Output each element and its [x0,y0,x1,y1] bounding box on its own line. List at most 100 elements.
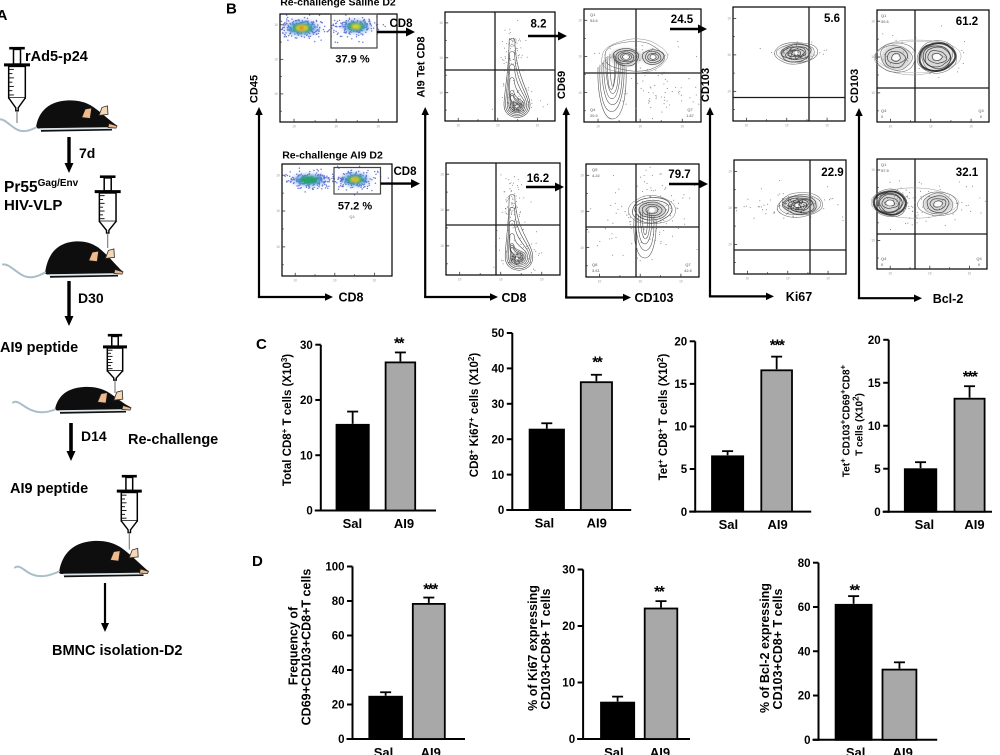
svg-text:0: 0 [980,114,983,119]
svg-text:0: 0 [874,507,880,519]
svg-text:20: 20 [798,691,811,703]
svg-text:Frequency of: Frequency of [287,606,301,685]
svg-text:***: *** [963,369,979,386]
svg-text:80: 80 [798,558,811,570]
svg-text:CD103: CD103 [849,69,861,103]
svg-text:Sal: Sal [343,516,363,531]
svg-text:10: 10 [274,23,278,27]
svg-text:Sal: Sal [535,516,555,531]
svg-text:57.9: 57.9 [881,168,890,173]
svg-text:10: 10 [871,19,875,23]
svg-text:30: 30 [300,340,313,352]
svg-text:0: 0 [569,734,575,746]
svg-text:60: 60 [798,602,811,614]
svg-text:10: 10 [728,206,732,210]
svg-text:AI9 peptide: AI9 peptide [10,481,88,497]
svg-text:10: 10 [888,272,892,276]
svg-text:***: *** [770,338,786,355]
svg-text:B: B [226,1,237,18]
svg-text:BMNC isolation-D2: BMNC isolation-D2 [52,643,183,659]
svg-text:AI9: AI9 [767,517,787,532]
svg-text:10: 10 [580,210,584,214]
svg-text:10: 10 [440,172,444,176]
svg-text:10: 10 [968,272,972,276]
svg-text:10: 10 [580,174,584,178]
svg-text:10: 10 [681,125,685,129]
svg-text:CD8+ Ki67+ cells (X102): CD8+ Ki67+ cells (X102) [467,353,481,478]
svg-text:CD69: CD69 [556,71,568,99]
svg-text:10: 10 [746,277,750,281]
svg-text:10: 10 [274,92,278,96]
svg-text:15: 15 [674,379,687,391]
svg-text:Sal: Sal [604,745,624,755]
svg-text:10: 10 [333,279,337,283]
svg-text:5.6: 5.6 [824,13,840,25]
svg-text:10: 10 [969,125,973,129]
svg-text:% of Ki67 expressing: % of Ki67 expressing [526,585,540,711]
svg-text:AI9: AI9 [587,516,607,531]
svg-text:10: 10 [293,279,297,283]
svg-text:10: 10 [871,239,875,243]
svg-text:10: 10 [492,470,505,482]
svg-text:10: 10 [727,90,731,94]
svg-text:CD8: CD8 [389,18,413,30]
svg-text:61.2: 61.2 [956,16,978,28]
svg-text:22.9: 22.9 [821,167,843,179]
svg-text:AI9: AI9 [650,745,670,755]
svg-text:Q1: Q1 [590,12,596,17]
svg-text:15: 15 [868,378,881,390]
svg-text:30.6: 30.6 [881,19,890,24]
svg-text:40: 40 [492,364,505,376]
svg-text:Re-challenge AI9 D2: Re-challenge AI9 D2 [282,150,383,162]
svg-text:T cells (X102): T cells (X102) [852,393,866,456]
svg-text:10: 10 [728,243,732,247]
svg-text:53.6: 53.6 [590,18,599,23]
svg-text:Q4: Q4 [881,256,887,261]
svg-text:Sal: Sal [915,517,935,532]
svg-text:60: 60 [332,631,345,643]
svg-text:10: 10 [638,125,642,129]
svg-text:10: 10 [580,246,584,250]
svg-text:10: 10 [276,209,280,213]
svg-text:10: 10 [928,272,932,276]
svg-text:AI9 peptide: AI9 peptide [0,340,78,356]
svg-text:Sal: Sal [719,517,739,532]
svg-text:16.2: 16.2 [527,173,549,185]
svg-text:4.22: 4.22 [592,173,601,178]
svg-text:10: 10 [439,21,443,25]
svg-text:***: *** [423,582,439,599]
svg-text:57.2 %: 57.2 % [338,201,372,213]
svg-text:20.0: 20.0 [590,113,599,118]
svg-text:80: 80 [332,596,345,608]
svg-text:8.2: 8.2 [531,19,547,31]
svg-text:7d: 7d [79,145,95,161]
svg-text:10: 10 [578,55,582,59]
svg-text:rAd5-p24: rAd5-p24 [25,49,88,65]
svg-text:CD8: CD8 [501,291,526,305]
svg-text:10: 10 [578,19,582,23]
svg-text:10: 10 [292,125,296,129]
svg-text:10: 10 [868,421,881,433]
svg-text:AI9 Tet CD8: AI9 Tet CD8 [416,37,428,98]
svg-text:10: 10 [826,277,830,281]
svg-text:Q7: Q7 [685,262,691,267]
svg-text:0: 0 [978,262,981,267]
svg-text:10: 10 [439,91,443,95]
svg-text:0: 0 [681,507,687,519]
svg-text:10: 10 [598,280,602,284]
svg-text:10: 10 [727,53,731,57]
svg-text:CD103+CD8+ T cells: CD103+CD8+ T cells [771,589,785,710]
svg-text:20: 20 [492,434,505,446]
svg-text:0: 0 [306,506,312,518]
svg-text:79.7: 79.7 [668,169,690,181]
svg-text:0: 0 [804,735,810,747]
svg-text:0: 0 [881,114,884,119]
svg-text:Bcl-2: Bcl-2 [933,292,964,306]
svg-text:Q3: Q3 [976,256,982,261]
svg-text:42.6: 42.6 [684,268,693,273]
svg-text:10: 10 [440,244,444,248]
svg-text:Q1: Q1 [881,162,887,167]
svg-text:Q4: Q4 [590,107,596,112]
svg-text:Re-challenge Saline D2: Re-challenge Saline D2 [280,0,396,9]
svg-text:Total CD8+ T cells (X103): Total CD8+ T cells (X103) [280,354,294,486]
